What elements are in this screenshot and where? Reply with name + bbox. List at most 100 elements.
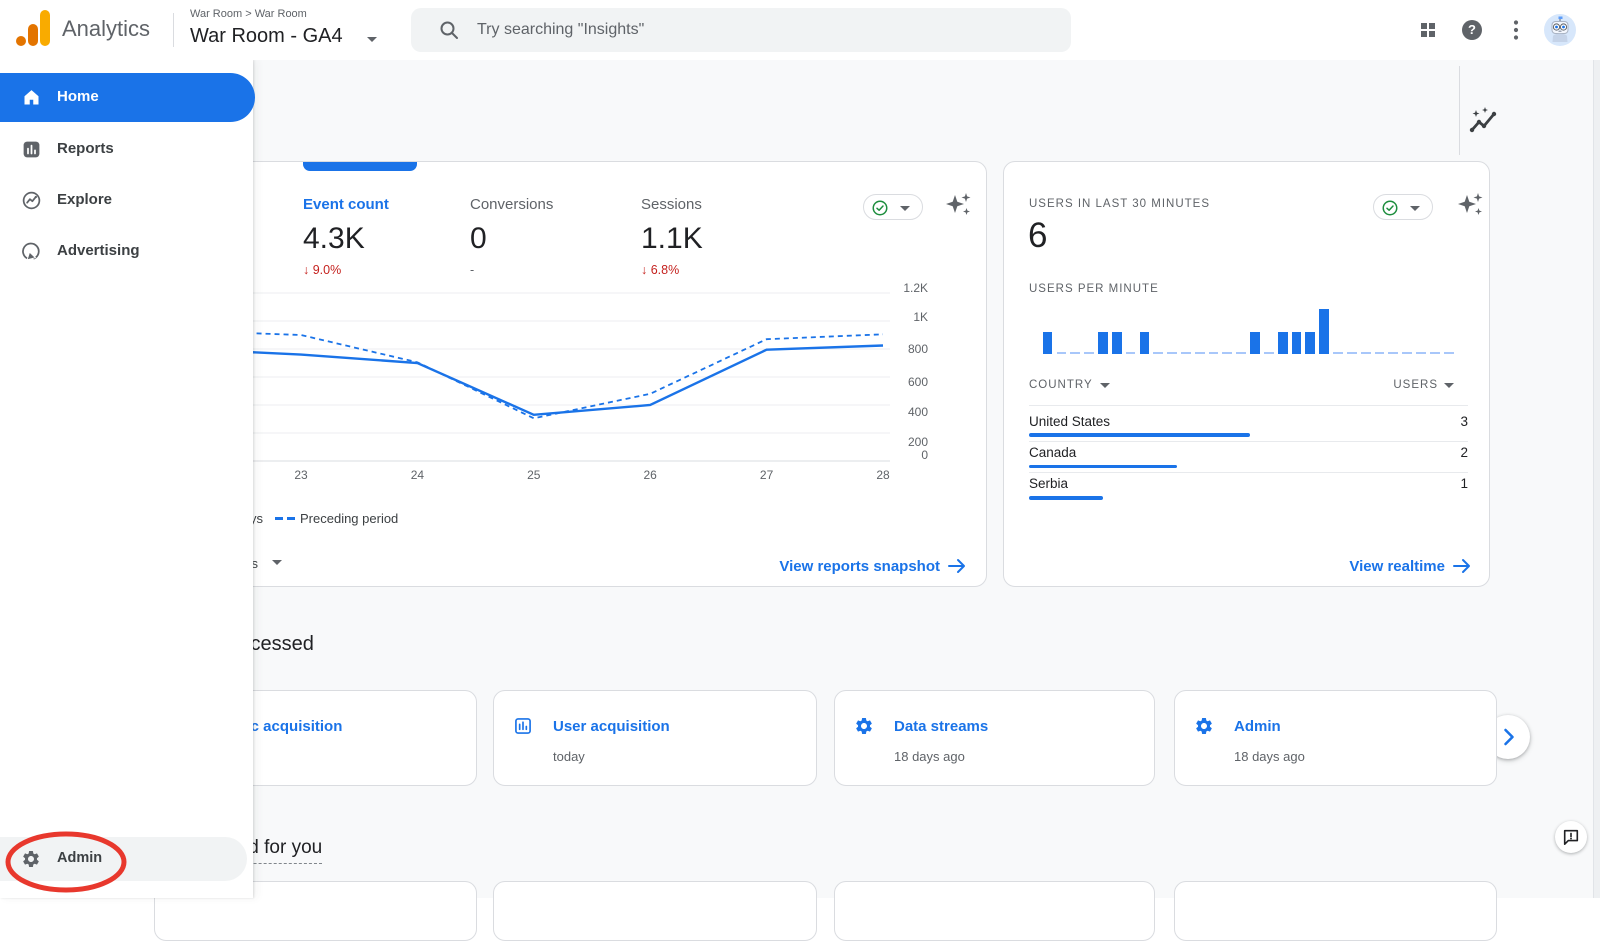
search-placeholder[interactable]: Try searching "Insights" bbox=[477, 21, 645, 38]
insights-sparkle-icon[interactable] bbox=[1457, 192, 1484, 219]
recent-card-title[interactable]: User acquisition bbox=[553, 718, 670, 735]
property-caret-icon[interactable] bbox=[367, 37, 377, 42]
suggested-card[interactable] bbox=[1174, 881, 1497, 941]
recent-card[interactable]: Data streams 18 days ago bbox=[834, 690, 1155, 786]
arrow-right-icon[interactable] bbox=[947, 558, 967, 574]
property-title[interactable]: War Room - GA4 bbox=[190, 25, 343, 47]
metric-label[interactable]: Event count bbox=[303, 196, 389, 213]
x-axis-label: 23 bbox=[294, 468, 308, 482]
minute-bar-empty bbox=[1070, 351, 1081, 354]
down-arrow-icon: ↓ bbox=[641, 263, 648, 277]
country-users-value: 1 bbox=[1460, 475, 1468, 491]
analytics-logo-icon[interactable] bbox=[14, 10, 51, 47]
minute-bar-empty bbox=[1429, 351, 1440, 354]
overview-card bbox=[140, 161, 987, 587]
country-users-value: 2 bbox=[1460, 444, 1468, 460]
minute-bar-empty bbox=[1167, 351, 1177, 354]
breadcrumb[interactable]: War Room > War Room bbox=[190, 8, 307, 20]
check-circle-icon bbox=[872, 200, 888, 216]
help-icon[interactable]: ? bbox=[1462, 20, 1482, 40]
suggested-card[interactable] bbox=[493, 881, 817, 941]
scrollbar-track[interactable] bbox=[1593, 60, 1600, 898]
metric-delta: ↓ 6.8% bbox=[641, 263, 680, 277]
minute-bar bbox=[1111, 331, 1122, 354]
realtime-users-value: 6 bbox=[1028, 216, 1048, 255]
x-axis-label: 28 bbox=[876, 468, 890, 482]
gear-icon bbox=[854, 716, 874, 741]
metric-delta: - bbox=[470, 263, 475, 277]
metric-sessions[interactable]: Sessions 1.1K ↓ 6.8% bbox=[641, 196, 703, 277]
sidebar-item-explore[interactable]: Explore bbox=[0, 176, 253, 225]
recent-card-title[interactable]: Data streams bbox=[894, 718, 989, 735]
sort-caret-icon[interactable] bbox=[1444, 383, 1454, 388]
minute-bar-empty bbox=[1374, 351, 1385, 354]
metric-value: 4.3K bbox=[303, 222, 365, 255]
minute-bar bbox=[1277, 331, 1288, 354]
sidebar-item-label: Home bbox=[57, 88, 99, 105]
feedback-icon bbox=[1563, 829, 1579, 846]
app-header: Analytics War Room > War Room War Room -… bbox=[0, 0, 1600, 60]
apps-grid-icon[interactable] bbox=[1421, 23, 1435, 37]
minute-bar-empty bbox=[1388, 351, 1399, 354]
metric-value: 0 bbox=[470, 222, 487, 255]
preceding-period-line bbox=[184, 329, 884, 420]
chevron-down-icon bbox=[1410, 206, 1420, 211]
brand-name[interactable]: Analytics bbox=[62, 16, 151, 41]
country-bar bbox=[1029, 496, 1103, 500]
sidebar-item-label: Admin bbox=[57, 850, 103, 866]
y-axis-label: 200 bbox=[907, 434, 928, 449]
realtime-title: USERS IN LAST 30 MINUTES bbox=[1029, 198, 1210, 210]
country-column-header[interactable]: COUNTRY bbox=[1029, 379, 1093, 391]
metric-event-count[interactable]: Event count 4.3K ↓ 9.0% bbox=[303, 196, 389, 277]
insights-sparkle-icon[interactable] bbox=[945, 192, 972, 219]
sidebar-item-reports[interactable]: Reports bbox=[0, 125, 253, 174]
home-icon bbox=[24, 90, 39, 105]
data-quality-badge[interactable] bbox=[1373, 194, 1433, 220]
more-options-icon[interactable] bbox=[1512, 20, 1520, 40]
sort-caret-icon[interactable] bbox=[1100, 383, 1110, 388]
feedback-button[interactable] bbox=[1555, 821, 1587, 853]
minute-bar-empty bbox=[1360, 351, 1371, 354]
trend-insights-icon[interactable] bbox=[1468, 106, 1498, 136]
metric-label[interactable]: Conversions bbox=[470, 196, 554, 213]
chevron-down-icon[interactable] bbox=[272, 560, 282, 565]
recent-card-title[interactable]: Admin bbox=[1234, 718, 1281, 735]
suggested-card[interactable] bbox=[834, 881, 1155, 941]
view-reports-snapshot-link[interactable]: View reports snapshot bbox=[779, 558, 940, 575]
y-axis-label: 0 bbox=[921, 448, 928, 462]
metric-conversions[interactable]: Conversions 0 - bbox=[470, 196, 553, 277]
minute-bar bbox=[1098, 331, 1108, 354]
metric-label[interactable]: Sessions bbox=[641, 196, 702, 213]
y-axis-label: 1.2K bbox=[903, 281, 928, 295]
gear-icon bbox=[1194, 716, 1214, 741]
sidebar-item-home[interactable]: Home bbox=[0, 73, 255, 122]
sidebar-item-advertising[interactable]: Advertising bbox=[0, 227, 253, 276]
insights-rail-divider bbox=[1459, 66, 1460, 155]
y-axis-label: 1K bbox=[913, 309, 928, 324]
users-column-header[interactable]: USERS bbox=[1393, 379, 1438, 391]
minute-bar-empty bbox=[1236, 351, 1247, 354]
view-realtime-link[interactable]: View realtime bbox=[1349, 558, 1445, 575]
sidebar-item-label: Advertising bbox=[57, 241, 140, 259]
users-per-minute-label: USERS PER MINUTE bbox=[1029, 283, 1159, 295]
y-axis-label: 800 bbox=[907, 342, 928, 357]
arrow-right-icon[interactable] bbox=[1452, 558, 1472, 574]
recent-card[interactable]: User acquisition today bbox=[493, 690, 817, 786]
reports-icon bbox=[23, 141, 40, 157]
country-bar bbox=[1029, 433, 1251, 437]
minute-bar-empty bbox=[1263, 351, 1274, 354]
avatar[interactable] bbox=[1544, 14, 1576, 46]
y-axis-label: 600 bbox=[907, 374, 928, 389]
minute-bar-empty bbox=[1208, 351, 1219, 354]
overview-line-chart bbox=[184, 292, 890, 462]
recent-card-subtitle: 18 days ago bbox=[1234, 749, 1305, 764]
search-bar[interactable]: Try searching "Insights" bbox=[411, 8, 1071, 52]
annotation-ellipse bbox=[5, 831, 127, 893]
data-quality-badge[interactable] bbox=[863, 194, 923, 220]
country-name: Canada bbox=[1029, 444, 1077, 460]
country-users-value: 3 bbox=[1460, 413, 1468, 429]
minute-bar-empty bbox=[1153, 351, 1164, 354]
recent-card[interactable]: Admin 18 days ago bbox=[1174, 690, 1497, 786]
search-icon bbox=[440, 21, 458, 39]
sidebar-item-label: Explore bbox=[57, 190, 113, 208]
